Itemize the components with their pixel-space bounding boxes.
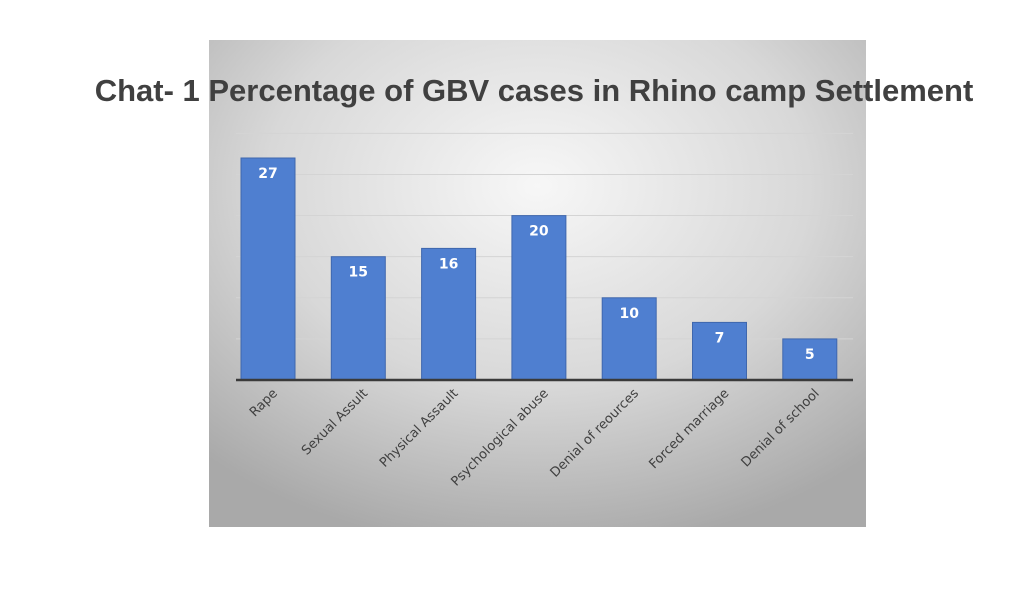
data-label-1: 15 — [349, 265, 368, 281]
bar-0 — [240, 157, 296, 381]
data-label-6: 5 — [805, 347, 815, 363]
bar-5 — [692, 321, 747, 381]
data-label-3: 20 — [529, 224, 549, 240]
bar-2 — [421, 247, 477, 381]
bars: 27 15 16 20 10 7 5 — [240, 157, 838, 381]
data-label-4: 10 — [619, 306, 639, 322]
data-label-0: 27 — [258, 166, 277, 182]
data-label-2: 16 — [439, 256, 458, 272]
bar-4 — [601, 297, 657, 381]
chart-title: Chat- 1 Percentage of GBV cases in Rhino… — [95, 73, 974, 108]
bar-1 — [330, 256, 386, 381]
bar-3 — [511, 215, 567, 381]
data-label-5: 7 — [715, 330, 725, 346]
bar-6 — [782, 338, 838, 381]
